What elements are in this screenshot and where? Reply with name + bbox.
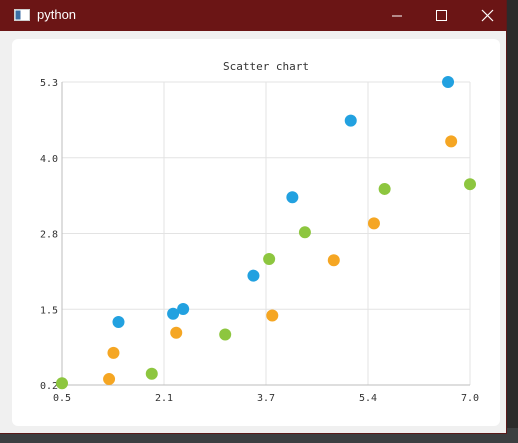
scatter-point [266, 309, 279, 322]
chart-title: Scatter chart [223, 60, 309, 73]
scatter-point [247, 269, 260, 282]
scatter-point [344, 114, 357, 127]
close-icon [481, 9, 494, 22]
scatter-point [445, 135, 458, 148]
maximize-icon [436, 10, 447, 21]
scatter-point [145, 367, 158, 380]
x-tick-label: 3.7 [257, 393, 275, 404]
scatter-point [167, 307, 180, 320]
x-tick-label: 2.1 [155, 393, 173, 404]
scatter-point [378, 182, 391, 195]
minimize-button[interactable] [374, 0, 420, 31]
x-tick-label: 0.5 [53, 393, 71, 404]
scatter-point [263, 253, 276, 266]
scatter-point [103, 373, 116, 386]
scatter-point [170, 326, 183, 339]
scatter-point [56, 377, 68, 390]
x-tick-label: 7.0 [461, 393, 479, 404]
close-button[interactable] [462, 0, 508, 31]
maximize-button[interactable] [418, 0, 464, 31]
y-tick-label: 0.2 [40, 381, 58, 392]
scatter-point [367, 217, 380, 230]
scatter-point [327, 254, 340, 267]
scatter-point [107, 346, 120, 359]
scatter-point [286, 191, 299, 204]
y-tick-label: 2.8 [40, 230, 58, 241]
title-bar[interactable]: python [0, 0, 506, 31]
scatter-point [464, 178, 476, 191]
y-tick-label: 5.3 [40, 78, 58, 89]
minimize-icon [392, 15, 402, 17]
scatter-point [442, 76, 455, 88]
scatter-point [298, 226, 311, 239]
window-title: python [37, 7, 77, 22]
scatter-point [112, 316, 125, 329]
app-window-icon [14, 9, 30, 21]
chart-panel: Scatter chart 0.5 2.1 3.7 5.4 7.0 0.2 1.5 2.8 4.0… [12, 39, 500, 426]
scatter-point [177, 302, 190, 315]
python-window: python Scatter chart 0.5 2.1 3.7 5.4 7.0 0.2 1.… [0, 0, 506, 433]
y-tick-label: 1.5 [40, 305, 58, 316]
scatter-chart: Scatter chart 0.5 2.1 3.7 5.4 7.0 0.2 1.5 2.8 4.0… [40, 60, 479, 404]
x-tick-label: 5.4 [359, 393, 377, 404]
y-tick-label: 4.0 [40, 154, 58, 165]
scatter-point [219, 328, 232, 341]
